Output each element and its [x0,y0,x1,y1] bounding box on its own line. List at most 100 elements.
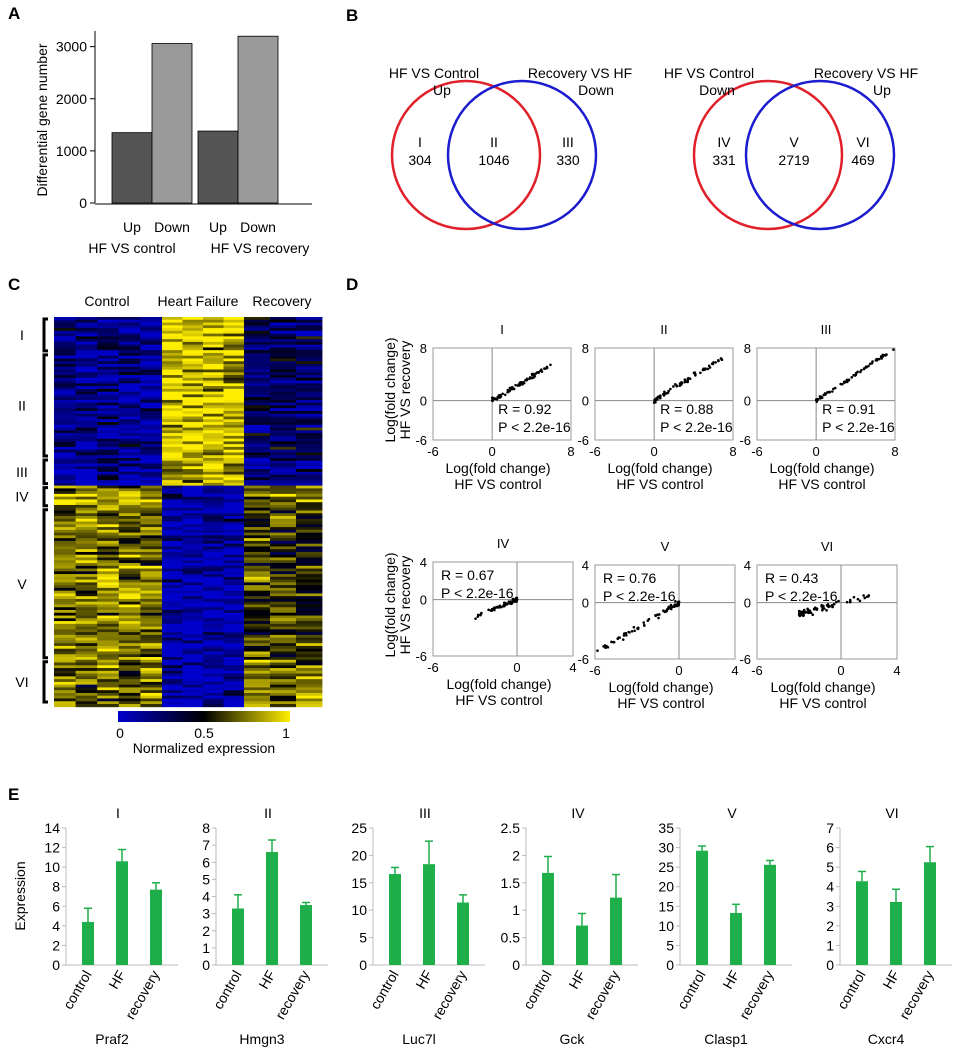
heatmap-cell [54,670,76,674]
heatmap-cell [296,446,323,451]
heatmap-cell [97,435,120,440]
heatmap-cell [162,524,183,528]
heatmap-cell [97,449,120,453]
heatmap-cell [118,670,141,674]
heatmap-cell [244,593,271,597]
y-tick-label: 2 [52,937,60,953]
heatmap-cell [97,410,120,415]
heatmap-cell [162,446,183,451]
heatmap-cell [223,518,245,522]
heatmap-cell [270,513,297,517]
subplot-title: IV [497,536,510,551]
heatmap-cell [244,491,271,495]
heatmap-cell [140,621,163,625]
heatmap-cell [97,681,120,686]
heatmap-cell [54,344,76,348]
heatmap-cell [97,330,120,334]
heatmap-cell [75,499,98,503]
heatmap-cell [270,607,297,611]
heatmap-cell [54,626,76,630]
heatmap-cell [182,637,204,641]
heatmap-cell [244,477,271,481]
x-tick-label: 0 [651,444,658,459]
heatmap-cell [203,601,224,605]
scatter-point [822,604,825,608]
heatmap-cell [118,399,141,404]
scatter-point [680,383,683,386]
heatmap-cell [118,317,141,321]
heatmap-cell [54,607,76,611]
heatmap-cell [97,529,120,534]
heatmap-cell [182,698,204,702]
scatter-point [802,614,806,617]
heatmap-cell [244,560,271,564]
scatter-point [502,603,505,607]
heatmap-cell [244,632,271,636]
heatmap-cell [75,518,98,522]
heatmap-cell [182,474,204,478]
bar-recovery [610,897,622,965]
heatmap-cell [203,673,224,677]
heatmap-cell [296,568,323,572]
heatmap-cell [97,590,120,594]
heatmap-cell [182,659,204,663]
scatter-point [825,609,828,612]
y-tick-label: 10 [351,902,367,918]
heatmap-cell [182,488,204,492]
heatmap-cell [182,460,204,464]
heatmap-cell [75,325,98,329]
heatmap-cell [162,482,183,487]
heatmap-cell [203,496,224,500]
scatter-point [892,348,895,351]
heatmap-cell [75,516,98,520]
heatmap-cell [182,502,204,506]
heatmap-cell [54,507,76,511]
heatmap-cell [97,540,120,545]
heatmap-cell [270,565,297,569]
heatmap-cell [75,632,98,636]
heatmap-cell [270,466,297,470]
heatmap-cell [75,363,98,368]
heatmap-cell [54,579,76,583]
heatmap-cell [182,665,204,669]
y-tick-label: 1000 [56,143,87,159]
scatter-point [717,359,720,363]
y-tick-label: 8 [582,341,589,356]
heatmap-cell [97,341,120,346]
heatmap-cell [162,336,183,340]
heatmap-cell [223,665,245,669]
heatmap-cell [118,554,141,558]
heatmap-cell [97,565,120,569]
heatmap-cell [296,704,323,708]
heatmap-cell [182,604,204,608]
heatmap-cell [118,665,141,669]
venn-region-name: VI [856,134,869,150]
heatmap-cell [54,386,76,390]
heatmap-cell [140,438,163,442]
y-tick-label: 20 [351,847,367,863]
heatmap-cell [182,579,204,583]
heatmap-cell [244,325,271,329]
heatmap-cell [118,643,141,647]
heatmap-cell [140,557,163,561]
heatmap-cell [162,659,183,663]
subplot-frame [432,561,574,657]
heatmap-cell [162,471,183,475]
y-tick-label: 15 [351,875,367,891]
heatmap-cell [296,546,323,550]
heatmap-cell [270,657,297,661]
scatter-point [543,367,546,370]
heatmap-cell [182,369,204,373]
heatmap-cell [223,601,245,605]
heatmap-cell [203,551,224,556]
heatmap-cell [223,499,245,503]
heatmap-cell [182,380,204,384]
heatmap-cell [244,328,271,332]
heatmap-cell [75,380,98,384]
heatmap-cell [182,457,204,462]
heatmap-cell [223,328,245,332]
heatmap-cell [162,615,183,619]
heatmap-cell [97,444,120,448]
panel-label-d: D [346,275,358,294]
